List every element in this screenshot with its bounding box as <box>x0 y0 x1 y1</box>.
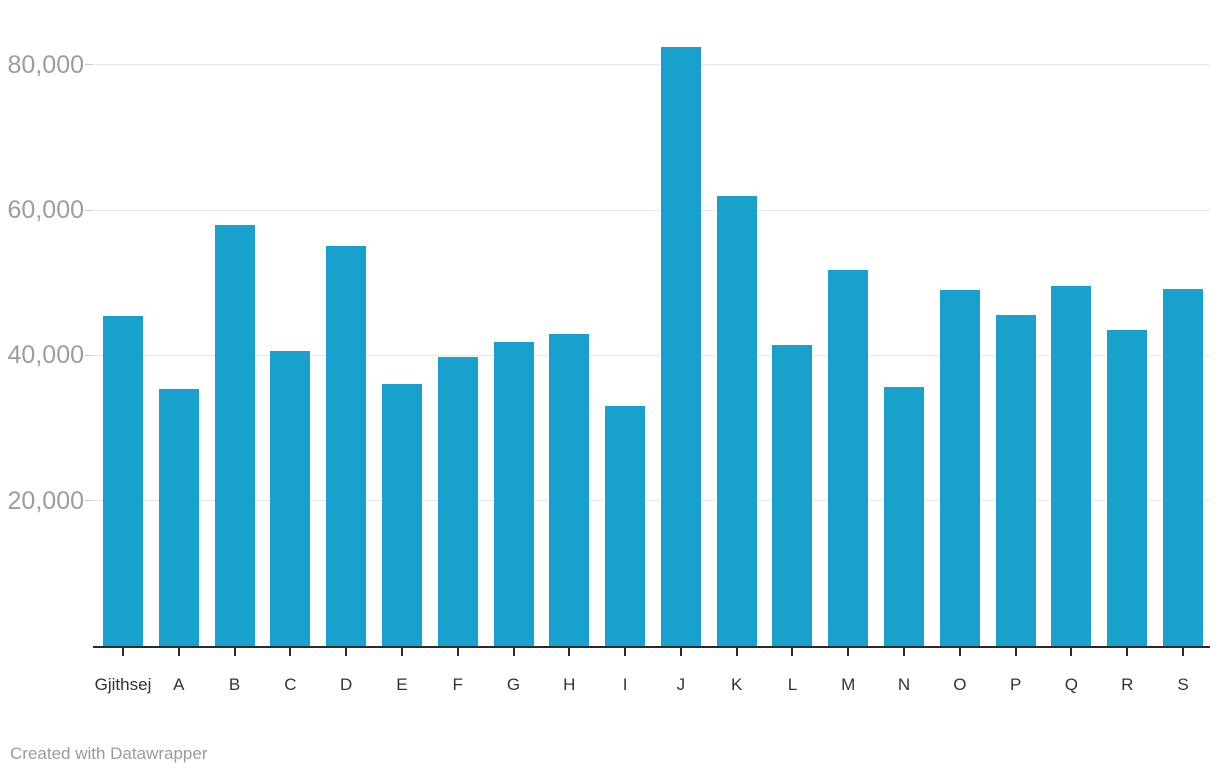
x-axis-tick-label: C <box>284 675 297 694</box>
y-axis-tick <box>85 64 94 66</box>
x-axis-tick-label: N <box>897 675 911 694</box>
gridline <box>93 209 1210 211</box>
x-axis-tick <box>122 648 124 656</box>
x-axis-tick-label: F <box>452 675 463 694</box>
x-axis-tick <box>233 648 236 656</box>
x-axis-tick <box>456 648 459 656</box>
bar-N <box>884 386 925 646</box>
y-axis-tick-label: 60,000 <box>7 196 84 225</box>
x-axis-tick-label: B <box>228 675 241 694</box>
x-axis-tick <box>512 648 515 656</box>
x-axis-tick <box>1126 648 1129 656</box>
gridline <box>93 354 1210 356</box>
x-axis-tick-label: Q <box>1064 675 1079 694</box>
bar-E <box>381 383 422 646</box>
x-axis-tick <box>1182 648 1184 656</box>
x-axis-tick-label: H <box>563 675 576 694</box>
bar-J <box>660 47 701 646</box>
x-axis-tick-label: L <box>787 675 798 694</box>
y-axis-tick <box>85 500 94 502</box>
x-axis-tick <box>345 648 348 656</box>
x-axis-tick-label: M <box>841 675 856 694</box>
x-axis-tick <box>847 648 850 656</box>
bar-Q <box>1051 285 1092 646</box>
x-axis-tick <box>903 648 906 656</box>
bar-O <box>939 290 980 646</box>
bar-C <box>270 351 311 646</box>
x-axis-tick <box>1070 648 1073 656</box>
x-axis-tick-label: A <box>173 675 185 694</box>
x-axis-tick <box>400 648 403 656</box>
x-axis-tick <box>624 648 627 656</box>
bar-A <box>158 388 199 646</box>
y-axis-tick <box>85 354 94 356</box>
gridline <box>93 64 1210 66</box>
bar-S <box>1163 289 1203 646</box>
bar-H <box>549 333 590 646</box>
bar-B <box>214 224 255 646</box>
bar-K <box>716 196 757 646</box>
x-axis-tick-label: K <box>731 675 743 694</box>
bar-P <box>995 315 1036 646</box>
x-axis-tick-label: G <box>506 675 521 694</box>
y-axis-tick-label: 20,000 <box>7 486 84 515</box>
x-axis-tick-label: R <box>1121 675 1134 694</box>
y-axis-tick <box>85 209 94 211</box>
x-axis-tick <box>1014 648 1017 656</box>
bar-M <box>828 269 869 646</box>
x-axis-tick-label: I <box>622 675 628 694</box>
x-axis-tick-label: P <box>1009 675 1022 694</box>
x-axis-tick <box>735 648 738 656</box>
x-axis-tick <box>289 648 292 656</box>
gridline <box>93 500 1210 502</box>
x-axis-tick-label: D <box>340 675 353 694</box>
x-axis-tick-label: S <box>1177 675 1189 694</box>
attribution-text: Created with Datawrapper <box>10 744 208 763</box>
y-axis-tick-label: 80,000 <box>7 50 84 79</box>
x-axis-tick-label: J <box>676 675 686 694</box>
x-axis-line <box>93 646 1210 648</box>
bar-L <box>772 344 813 646</box>
x-axis-tick-label: O <box>953 675 967 694</box>
bar-I <box>605 406 646 646</box>
bar-R <box>1107 329 1148 646</box>
x-axis-tick-label: E <box>396 675 408 694</box>
x-axis-tick <box>568 648 571 656</box>
x-axis-tick <box>791 648 794 656</box>
x-axis-tick <box>679 648 682 656</box>
bar-F <box>437 356 478 646</box>
bar-G <box>493 342 534 646</box>
y-axis-tick-label: 40,000 <box>7 341 84 370</box>
x-axis-tick-label: Gjithsej <box>94 675 152 694</box>
x-axis-tick <box>177 648 180 656</box>
bar-Gjithsej <box>103 316 143 646</box>
bar-D <box>326 245 367 646</box>
x-axis-tick <box>958 648 961 656</box>
